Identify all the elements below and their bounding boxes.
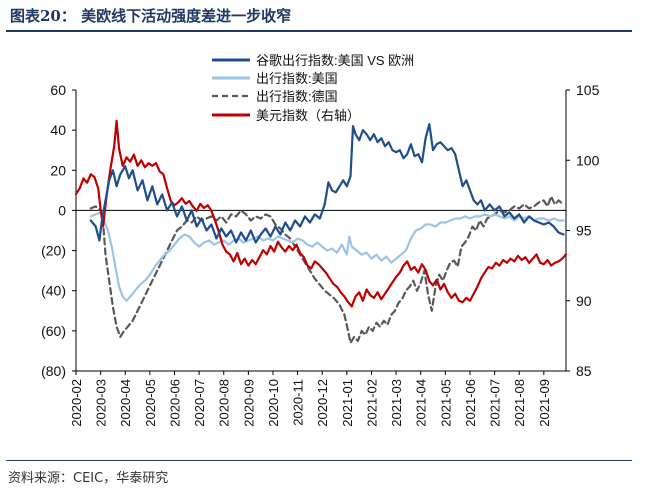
line-chart: 谷歌出行指数:美国 VS 欧洲 出行指数:美国 出行指数:德国 美元指数（右轴）… [41,53,600,427]
x-tick-label: 2021-06 [463,379,478,427]
series-line-gap [89,123,565,244]
title-divider [6,30,632,32]
series-line-dxy [74,119,568,308]
x-tick-label: 2020-10 [266,379,281,427]
left-tick-label: (80) [41,363,66,379]
left-tick-label: 40 [50,122,66,138]
series-line-de [89,195,565,344]
series-line-us [89,211,565,302]
x-tick-label: 2021-09 [537,379,552,427]
x-tick-label: 2021-07 [488,379,503,427]
legend-label-dxy: 美元指数（右轴） [256,108,360,123]
x-tick-label: 2021-03 [389,379,404,427]
left-tick-label: 60 [50,82,66,98]
right-tick-label: 105 [576,82,600,98]
left-tick-label: (20) [41,243,66,259]
source-note: 资料来源：CEIC，华泰研究 [8,471,169,486]
x-tick-label: 2020-04 [118,379,133,427]
x-tick-label: 2020-02 [69,379,84,427]
left-tick-label: 0 [58,202,66,218]
right-tick-label: 90 [576,293,592,309]
x-tick-label: 2020-12 [315,379,330,427]
x-tick-label: 2020-11 [291,379,306,426]
right-tick-label: 95 [576,223,592,239]
x-tick-label: 2020-07 [192,379,207,427]
x-tick-label: 2020-03 [94,379,109,427]
right-tick-label: 85 [576,363,592,379]
legend-label-us: 出行指数:美国 [256,71,338,86]
legend: 谷歌出行指数:美国 VS 欧洲 出行指数:美国 出行指数:德国 美元指数（右轴） [212,53,414,123]
x-tick-label: 2020-06 [167,379,182,427]
x-tick-label: 2021-02 [364,379,379,427]
legend-label-de: 出行指数:德国 [256,89,338,104]
x-tick-label: 2020-05 [143,379,158,427]
right-tick-label: 100 [576,152,600,168]
x-tick-label: 2020-09 [241,379,256,427]
x-tick-label: 2021-01 [340,379,355,427]
legend-label-gap: 谷歌出行指数:美国 VS 欧洲 [256,53,414,68]
left-tick-label: (40) [41,283,66,299]
left-tick-label: 20 [50,162,66,178]
x-tick-label: 2021-08 [512,379,527,427]
left-tick-label: (60) [41,323,66,339]
figure-title: 图表20： 美欧线下活动强度差进一步收窄 [10,7,292,25]
x-tick-label: 2021-04 [414,379,429,427]
x-tick-label: 2020-08 [217,379,232,427]
source-divider [6,460,632,461]
x-tick-label: 2021-05 [438,379,453,427]
